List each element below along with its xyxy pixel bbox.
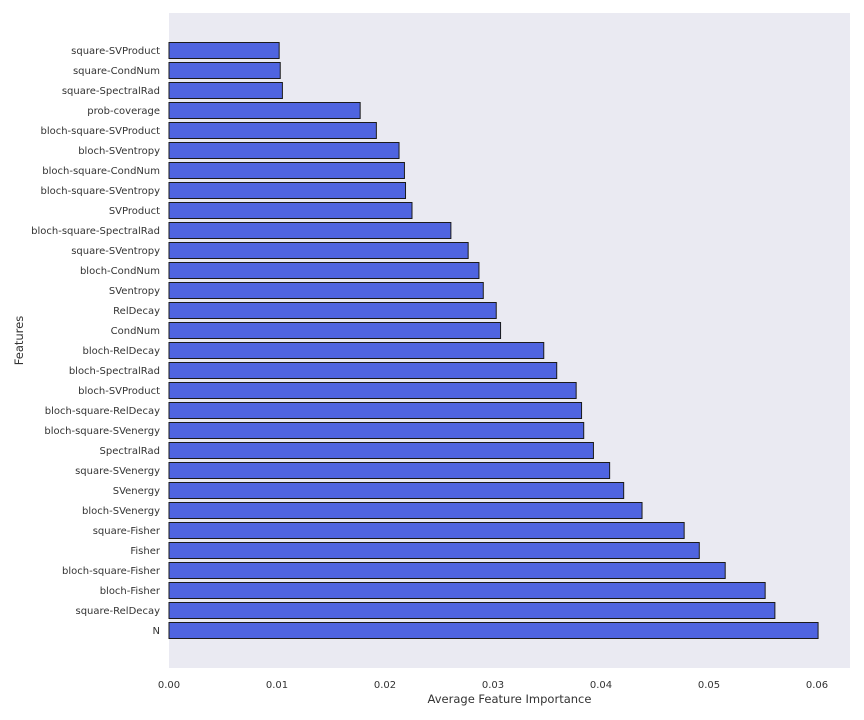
y-tick-label: bloch-square-SVentropy [41,186,161,197]
x-tick-label: 0.04 [590,680,612,691]
y-tick-label: bloch-RelDecay [82,346,160,357]
y-tick-label: SVenergy [113,486,160,497]
x-tick-label: 0.06 [806,680,828,691]
y-tick-label: square-Fisher [93,526,161,537]
x-tick-label: 0.00 [158,680,180,691]
y-tick-labels: square-SVProduct square-CondNum square-Spe… [31,46,161,637]
bar-bloch-svenergy [168,502,643,519]
bar-square-svproduct [168,42,280,59]
bar-square-sventropy [168,242,469,259]
y-tick-label: square-SVentropy [71,246,160,257]
bar-bloch-square-svproduct [168,122,377,139]
bar-fisher [168,542,700,559]
bar-square-svenergy [168,462,611,479]
bar-bloch-fisher [168,582,766,599]
bar-n [168,622,819,639]
y-tick-label: bloch-square-SpectralRad [31,226,160,237]
bar-bloch-spectralrad [168,362,558,379]
y-tick-label: bloch-Fisher [100,586,161,597]
y-tick-label: bloch-square-CondNum [42,166,160,177]
bar-bloch-square-spectralrad [168,222,452,239]
bar-bloch-square-svenergy [168,422,585,439]
bar-condnum [168,322,502,339]
y-tick-label: bloch-square-Fisher [62,566,161,577]
y-tick-label: bloch-SVProduct [78,386,160,397]
y-tick-label: prob-coverage [87,106,160,117]
bar-bloch-square-fisher [168,562,726,579]
bar-square-reldecay [168,602,776,619]
y-tick-label: bloch-square-SVenergy [44,426,160,437]
bar-reldecay [168,302,497,319]
y-tick-label: Fisher [130,546,161,557]
bars-group [168,42,819,639]
y-tick-label: square-SVenergy [75,466,160,477]
bar-bloch-square-reldecay [168,402,583,419]
bar-bloch-reldecay [168,342,545,359]
bar-square-condnum [168,62,281,79]
bar-bloch-sventropy [168,142,400,159]
y-tick-label: RelDecay [113,306,160,317]
y-axis-label: Features [12,316,26,365]
x-tick-label: 0.05 [698,680,720,691]
bar-svenergy [168,482,625,499]
x-axis-label: Average Feature Importance [428,692,592,706]
y-tick-label: square-RelDecay [75,606,160,617]
bar-square-fisher [168,522,685,539]
y-tick-label: SVentropy [109,286,160,297]
y-tick-label: square-SVProduct [71,46,160,57]
x-tick-labels: 0.00 0.01 0.02 0.03 0.04 0.05 0.06 [158,680,828,691]
x-tick-label: 0.01 [266,680,288,691]
y-tick-label: bloch-SVenergy [82,506,160,517]
x-tick-label: 0.02 [374,680,396,691]
bar-sventropy [168,282,484,299]
bar-prob-coverage [168,102,361,119]
y-tick-label: bloch-square-SVProduct [40,126,160,137]
y-tick-label: bloch-square-RelDecay [45,406,160,417]
bar-svproduct [168,202,413,219]
y-tick-label: bloch-SVentropy [78,146,160,157]
bar-bloch-square-sventropy [168,182,407,199]
bar-bloch-condnum [168,262,480,279]
y-tick-label: SpectralRad [100,446,161,457]
y-tick-label: square-CondNum [73,66,160,77]
x-tick-label: 0.03 [482,680,504,691]
bar-spectralrad [168,442,594,459]
y-tick-label: SVProduct [109,206,160,217]
y-tick-label: CondNum [111,326,160,337]
bar-square-spectralrad [168,82,283,99]
y-tick-label: square-SpectralRad [62,86,160,97]
bar-bloch-square-condnum [168,162,405,179]
y-tick-label: bloch-CondNum [80,266,160,277]
y-tick-label: bloch-SpectralRad [69,366,160,377]
y-tick-label: N [153,626,160,637]
bar-bloch-svproduct [168,382,577,399]
